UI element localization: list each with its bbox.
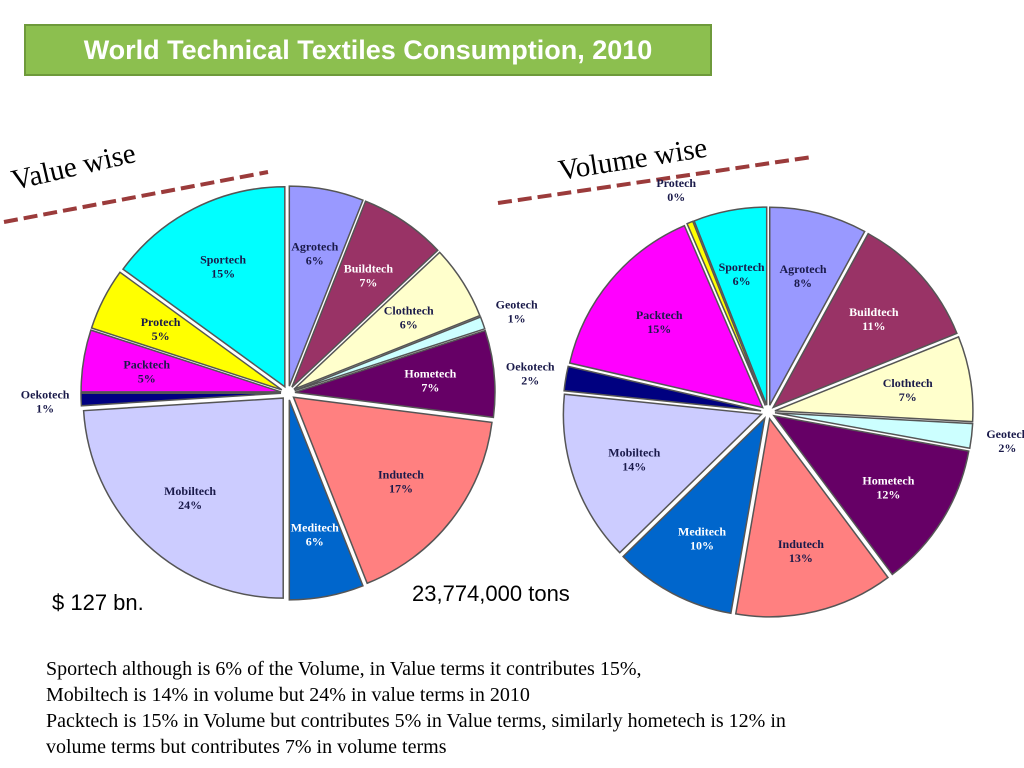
- slice-label-protech: Protech 0%: [656, 176, 696, 204]
- value-pie-chart: Agrotech 6%Buildtech 7% Clothtech 6% Geotech 1…: [21, 185, 538, 601]
- slice-label-geotech: Geotech2%: [986, 427, 1024, 455]
- slice-label-geotech: Geotech 1%: [496, 298, 538, 326]
- slice-label-packtech: Packtech 15%: [636, 308, 683, 336]
- slice-label-hometech: Hometech 12%: [862, 474, 914, 502]
- slice-label-buildtech: Buildtech 11%: [849, 305, 899, 333]
- slice-label-mobiltech: Mobiltech 24%: [164, 484, 216, 512]
- slide-title: World Technical Textiles Consumption, 20…: [24, 24, 712, 76]
- slice-label-agrotech: Agrotech 6%: [291, 240, 338, 268]
- pie-slice-protech: [686, 220, 767, 406]
- pie-slice-geotech: [774, 412, 974, 450]
- pie-slice-oekotech: [563, 365, 762, 412]
- pie-slice-hometech: [772, 414, 970, 576]
- note-line: Sportech although is 6% of the Volume, i…: [46, 658, 642, 680]
- pie-slice-indutech: [734, 416, 890, 618]
- slice-label-hometech: Hometech 7%: [404, 367, 456, 395]
- pie-slice-mobiltech: [82, 397, 284, 599]
- pie-slice-meditech: [288, 399, 364, 601]
- pie-slice-clothtech: [293, 251, 481, 390]
- pie-slice-buildtech: [771, 232, 958, 409]
- pie-slice-sportech: [693, 206, 768, 406]
- pie-slice-mobiltech: [562, 393, 764, 554]
- slice-label-mobiltech: Mobiltech 14%: [608, 446, 660, 474]
- value-chart-title: Value wise: [8, 137, 138, 197]
- volume-dashed-line: [497, 155, 813, 205]
- pie-charts: Agrotech 6%Buildtech 7% Clothtech 6% Geotech 1…: [3, 132, 1024, 618]
- value-total-label: $ 127 bn.: [52, 590, 144, 615]
- pie-slice-clothtech: [774, 335, 974, 423]
- slice-label-agrotech: Agrotech 8%: [779, 262, 826, 290]
- slice-label-indutech: Indutech 17%: [378, 468, 424, 496]
- pie-slice-meditech: [622, 416, 766, 615]
- note-line: volume terms but contributes 7% in volum…: [46, 736, 447, 758]
- note-line: Mobiltech is 14% in volume but 24% in va…: [46, 684, 530, 706]
- slice-label-meditech: Meditech 6%: [291, 520, 339, 548]
- slice-label-oekotech: Oekotech 2%: [506, 360, 555, 388]
- pie-slice-indutech: [292, 396, 493, 585]
- volume-total-label: 23,774,000 tons: [412, 581, 570, 606]
- pie-slice-packtech: [568, 224, 764, 409]
- pie-slice-hometech: [294, 329, 496, 419]
- pie-slice-sportech: [121, 186, 286, 389]
- pie-slice-buildtech: [291, 200, 439, 388]
- slice-label-sportech: Sportech 6%: [719, 260, 765, 288]
- slice-label-protech: Protech 5%: [141, 315, 181, 343]
- notes-text: Sportech although is 6% of the Volume, i…: [46, 656, 1006, 760]
- slice-label-sportech: Sportech 15%: [200, 253, 246, 281]
- pie-slice-agrotech: [288, 185, 364, 387]
- note-line: Packtech is 15% in Volume but contribute…: [46, 710, 786, 732]
- slice-label-clothtech: Clothtech 6%: [384, 303, 434, 331]
- pie-slice-packtech: [80, 329, 282, 393]
- slice-label-oekotech: Oekotech 1%: [21, 388, 70, 416]
- slice-label-meditech: Meditech 10%: [678, 524, 726, 552]
- pie-slice-protech: [90, 271, 283, 391]
- value-dashed-line: [3, 170, 269, 224]
- slice-label-buildtech: Buildtech 7%: [344, 262, 394, 290]
- pie-slice-agrotech: [768, 206, 866, 406]
- pie-slice-geotech: [294, 316, 486, 392]
- slice-label-indutech: Indutech 13%: [778, 537, 824, 565]
- slice-label-clothtech: Clothtech 7%: [883, 376, 933, 404]
- pie-slice-oekotech: [80, 392, 282, 407]
- slice-label-packtech: Packtech 5%: [123, 358, 170, 386]
